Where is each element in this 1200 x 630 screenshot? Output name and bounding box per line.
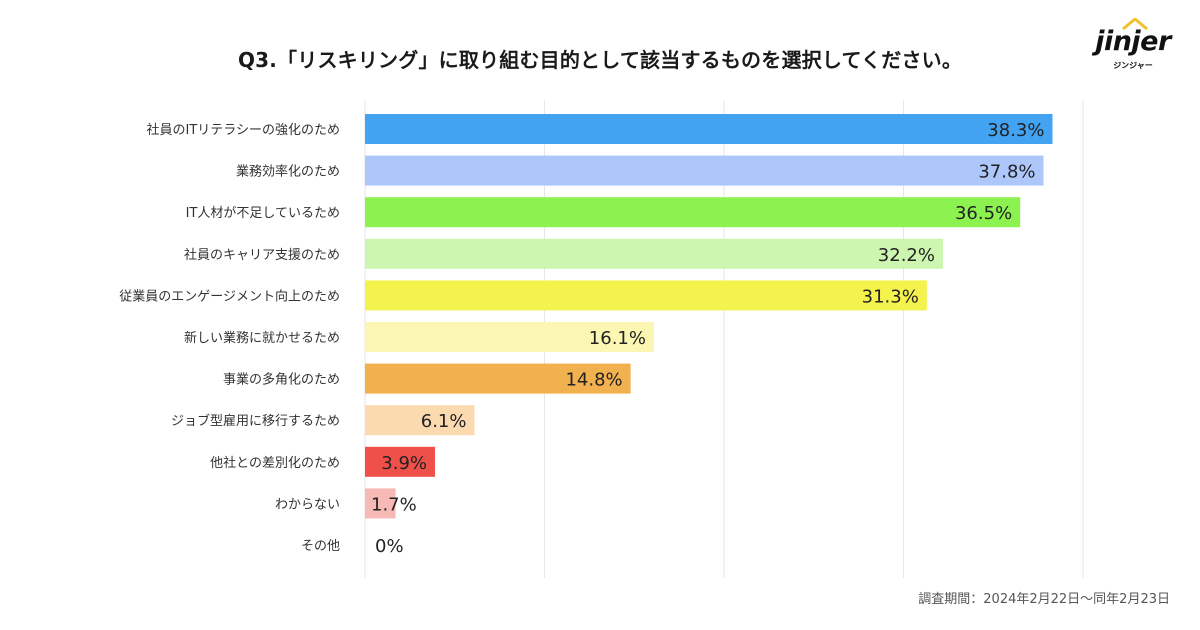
label-layer: 社員のITリテラシーの強化のため 38.3% 業務効率化のため 37.8% IT人材が不… (119, 120, 1044, 557)
bar (365, 446, 436, 477)
roof-icon (1122, 18, 1148, 30)
category-label: 新しい業務に就かせるため (184, 330, 340, 346)
value-label: 31.3% (862, 286, 919, 307)
logo-wordmark: jinjer (1095, 26, 1171, 57)
bar (365, 114, 1053, 144)
category-label: その他 (301, 539, 340, 554)
bar (365, 280, 927, 311)
value-label: 14.8% (565, 370, 622, 391)
logo-subtext: ジンジャー (1113, 61, 1153, 70)
value-label: 37.8% (978, 162, 1035, 183)
category-label: 事業の多角化のため (223, 372, 340, 388)
bar (365, 197, 1021, 228)
value-label: 16.1% (589, 328, 646, 349)
category-label: 社員のITリテラシーの強化のため (146, 122, 340, 138)
value-label: 1.7% (371, 494, 417, 515)
bar (365, 405, 475, 436)
category-label: 他社との差別化のため (210, 455, 340, 471)
category-label: 社員のキャリア支援のため (184, 247, 340, 263)
bar-layer (365, 114, 1053, 519)
category-label: 従業員のエンゲージメント向上のため (119, 288, 340, 304)
value-label: 6.1% (421, 411, 467, 432)
category-label: 業務効率化のため (236, 164, 340, 180)
survey-period-note: 調査期間：2024年2月22日〜同年2月23日 (918, 592, 1170, 607)
bar (365, 238, 943, 269)
chart-title: Q3.「リスキリング」に取り組む目的として該当するものを選択してください。 (237, 48, 963, 72)
jinjer-logo: jinjer ジンジャー (1092, 18, 1182, 74)
value-label: 3.9% (381, 453, 427, 474)
bar (365, 322, 654, 352)
bar (365, 363, 631, 394)
value-label: 36.5% (955, 203, 1012, 224)
bar (365, 155, 1044, 186)
category-label: ジョブ型雇用に移行するため (171, 413, 340, 429)
bar (365, 488, 396, 519)
category-label: わからない (275, 497, 340, 512)
category-label: IT人材が不足しているため (186, 206, 340, 221)
value-label: 38.3% (987, 120, 1044, 141)
value-label: 0% (375, 536, 404, 557)
value-label: 32.2% (878, 245, 935, 266)
